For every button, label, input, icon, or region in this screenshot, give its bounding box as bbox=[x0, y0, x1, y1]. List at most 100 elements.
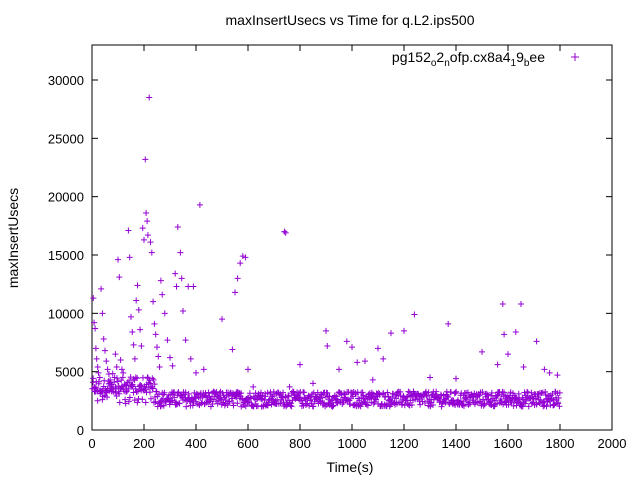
data-point bbox=[99, 310, 106, 317]
data-point bbox=[180, 308, 186, 314]
data-point bbox=[125, 398, 132, 405]
data-point bbox=[200, 366, 207, 373]
data-point bbox=[550, 402, 557, 409]
data-point bbox=[535, 391, 542, 398]
data-point bbox=[113, 364, 120, 370]
x-tick-label: 400 bbox=[185, 436, 207, 451]
data-point bbox=[282, 229, 289, 236]
data-point bbox=[193, 390, 200, 397]
data-point bbox=[425, 389, 432, 396]
data-point bbox=[151, 399, 158, 406]
data-point bbox=[130, 389, 137, 396]
x-tick-label: 800 bbox=[289, 436, 311, 451]
data-point bbox=[422, 388, 429, 395]
data-point bbox=[380, 390, 387, 397]
data-point bbox=[144, 218, 151, 225]
data-point bbox=[242, 254, 249, 261]
x-tick-label: 1600 bbox=[494, 436, 523, 451]
data-point bbox=[131, 355, 138, 362]
data-point bbox=[277, 400, 284, 407]
data-point bbox=[159, 291, 166, 298]
data-point bbox=[107, 379, 114, 386]
data-point bbox=[528, 389, 535, 396]
data-point bbox=[505, 401, 512, 408]
data-point bbox=[132, 374, 139, 381]
data-point bbox=[281, 228, 288, 235]
data-point bbox=[189, 402, 196, 409]
data-point bbox=[453, 375, 459, 382]
data-point bbox=[543, 403, 550, 410]
data-point bbox=[161, 389, 168, 396]
data-point bbox=[115, 256, 121, 263]
data-point bbox=[319, 394, 326, 401]
data-point bbox=[114, 375, 121, 382]
data-point bbox=[316, 397, 323, 404]
data-point bbox=[555, 400, 562, 407]
data-point bbox=[397, 388, 404, 395]
data-point bbox=[125, 385, 132, 392]
x-tick-label: 200 bbox=[133, 436, 155, 451]
data-point bbox=[494, 361, 501, 368]
data-point bbox=[445, 394, 452, 401]
data-point bbox=[493, 393, 500, 400]
y-axis-label: maxInsertUsecs bbox=[5, 188, 21, 288]
data-point bbox=[128, 313, 134, 320]
data-point bbox=[151, 320, 158, 327]
data-point bbox=[460, 402, 467, 409]
data-point bbox=[556, 403, 563, 410]
y-tick-label: 15000 bbox=[48, 248, 84, 263]
data-point bbox=[182, 389, 189, 396]
data-point bbox=[452, 389, 459, 396]
data-point bbox=[329, 403, 336, 410]
data-point bbox=[169, 362, 176, 369]
data-point bbox=[254, 402, 261, 409]
data-point bbox=[232, 392, 239, 399]
data-point bbox=[116, 274, 123, 281]
x-tick-label: 600 bbox=[237, 436, 259, 451]
data-point bbox=[518, 301, 524, 307]
data-point bbox=[114, 378, 121, 385]
data-point bbox=[94, 388, 101, 395]
data-point bbox=[202, 390, 209, 397]
data-point bbox=[91, 319, 98, 326]
data-point bbox=[219, 316, 225, 323]
data-point bbox=[142, 156, 149, 163]
data-point bbox=[95, 369, 102, 376]
data-point bbox=[119, 374, 126, 381]
data-point bbox=[146, 94, 153, 101]
data-point bbox=[239, 253, 246, 260]
data-point bbox=[143, 210, 150, 216]
data-point bbox=[152, 331, 159, 338]
data-point bbox=[286, 383, 293, 390]
data-point bbox=[150, 376, 157, 383]
data-point bbox=[505, 351, 511, 358]
data-point bbox=[90, 375, 97, 382]
data-point bbox=[522, 400, 529, 407]
data-point bbox=[324, 343, 331, 349]
data-point bbox=[357, 403, 364, 410]
data-point bbox=[123, 388, 130, 395]
data-point bbox=[101, 377, 108, 384]
data-point bbox=[285, 393, 292, 400]
data-point bbox=[126, 377, 133, 384]
data-point bbox=[298, 397, 305, 404]
data-point bbox=[252, 396, 259, 403]
x-tick-label: 1400 bbox=[442, 436, 471, 451]
data-point bbox=[130, 341, 137, 348]
data-point bbox=[500, 389, 507, 396]
data-point bbox=[98, 285, 105, 292]
data-point bbox=[512, 329, 519, 335]
data-point bbox=[174, 224, 181, 230]
data-point bbox=[95, 378, 102, 385]
data-point bbox=[229, 346, 236, 353]
data-point bbox=[262, 393, 269, 400]
data-point bbox=[137, 382, 144, 389]
y-tick-label: 25000 bbox=[48, 131, 84, 146]
data-point bbox=[134, 399, 141, 406]
data-point bbox=[264, 389, 271, 396]
data-point bbox=[296, 394, 303, 401]
data-point bbox=[116, 399, 123, 406]
data-point bbox=[155, 353, 162, 360]
y-tick-label: 5000 bbox=[55, 365, 84, 380]
data-point bbox=[205, 399, 212, 406]
